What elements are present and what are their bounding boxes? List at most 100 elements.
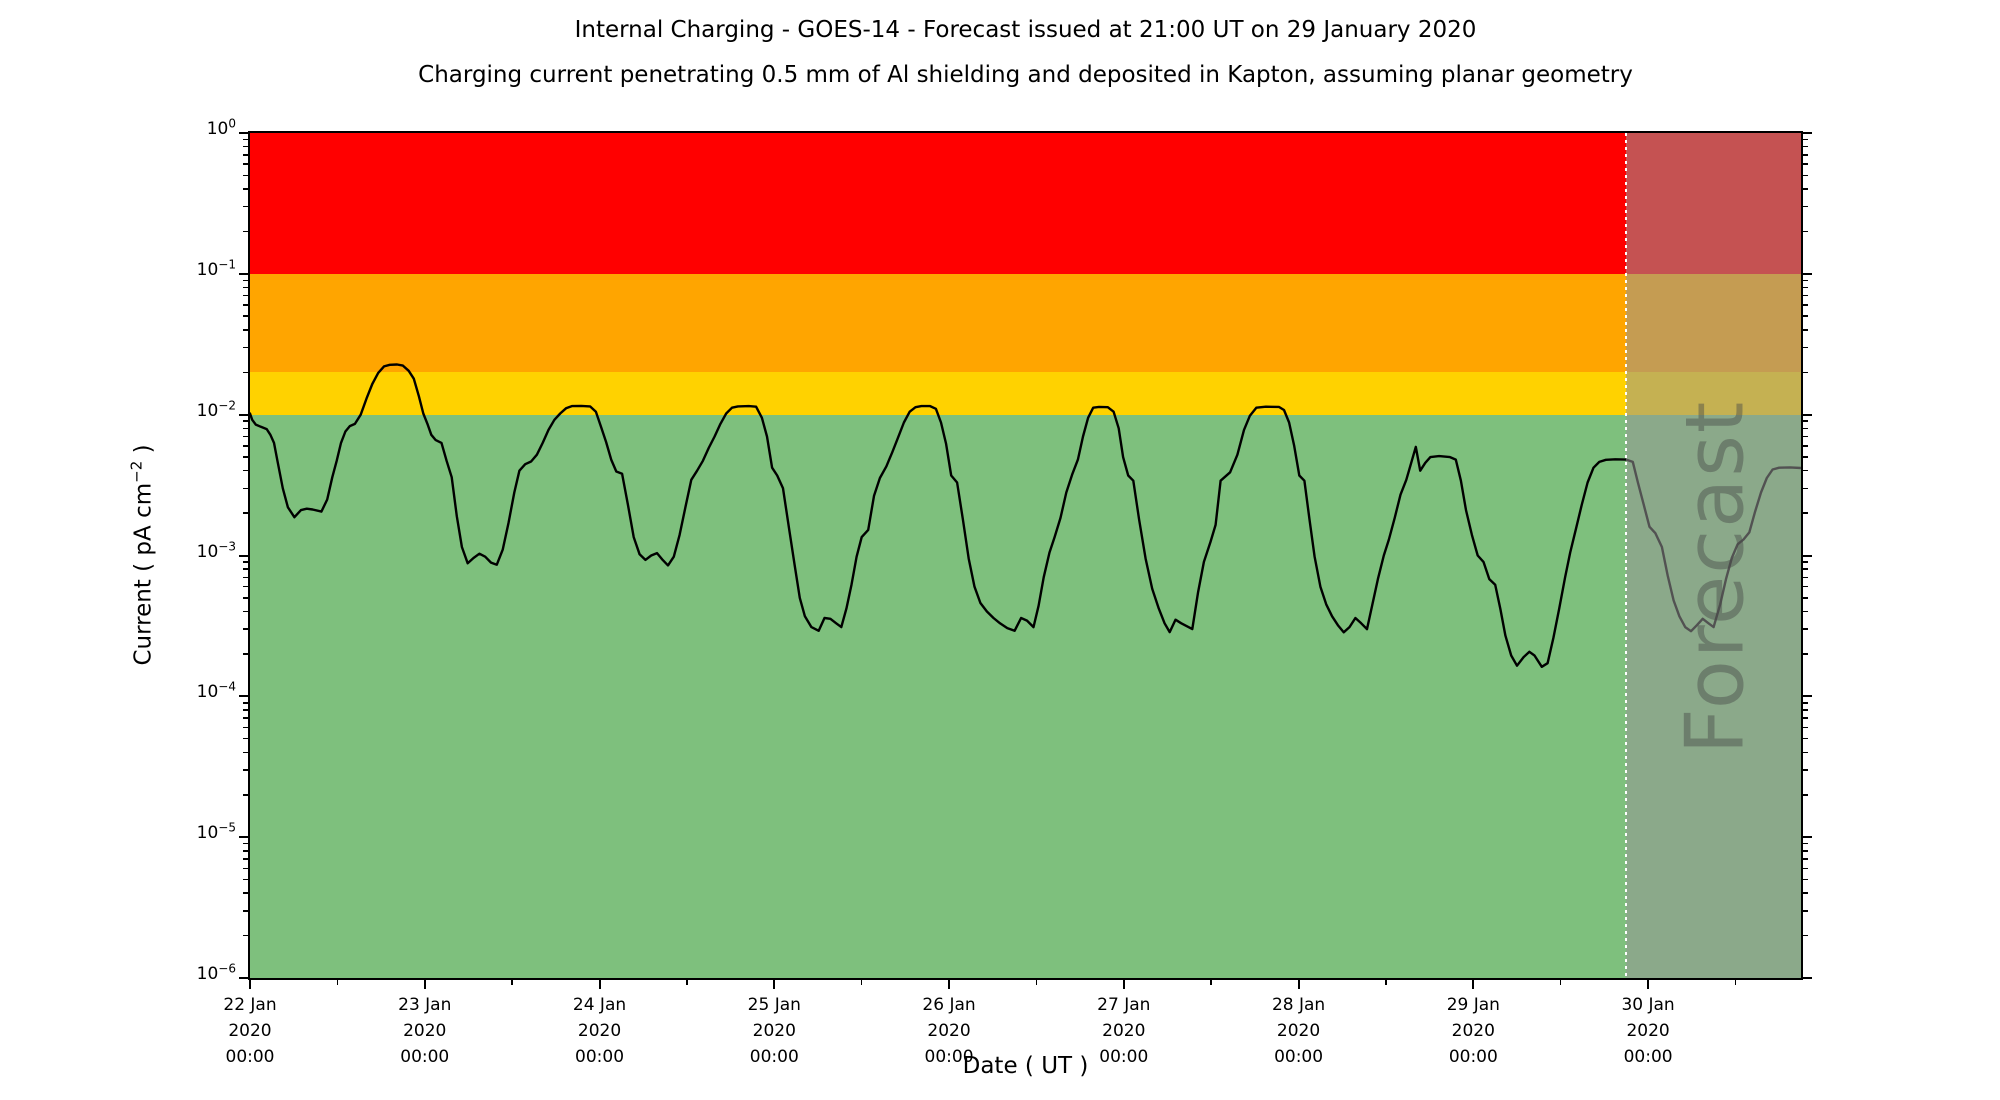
y-minor-tick <box>243 279 248 282</box>
y-minor-tick <box>1803 585 1808 588</box>
x-tick-label: 25 Jan 2020 00:00 <box>747 995 801 1067</box>
y-minor-tick <box>1803 286 1808 289</box>
y-major-tick <box>1803 977 1812 979</box>
y-minor-tick <box>1803 427 1808 430</box>
y-minor-tick <box>243 794 248 796</box>
y-minor-tick <box>243 420 248 422</box>
y-axis-label: Current ( pA cm−2 ) <box>127 444 157 666</box>
x-major-tick <box>1472 980 1475 989</box>
y-minor-tick <box>243 850 248 852</box>
y-minor-tick <box>243 910 248 912</box>
y-minor-tick <box>243 427 248 430</box>
x-tick-label: 23 Jan 2020 00:00 <box>398 995 452 1067</box>
y-minor-tick <box>243 576 248 579</box>
y-minor-tick <box>1803 878 1808 881</box>
y-minor-tick <box>243 769 248 771</box>
y-minor-tick <box>243 445 248 447</box>
x-minor-tick <box>1559 980 1562 985</box>
y-minor-tick <box>1803 610 1808 613</box>
y-minor-tick <box>1803 435 1808 438</box>
y-minor-tick <box>243 487 248 490</box>
y-minor-tick <box>243 230 248 233</box>
x-tick-label: 28 Jan 2020 00:00 <box>1271 995 1326 1067</box>
y-major-tick <box>239 695 248 698</box>
y-tick-label: 10−4 <box>196 679 236 703</box>
y-minor-tick <box>1803 910 1808 912</box>
y-minor-tick <box>1803 628 1808 630</box>
y-minor-tick <box>1803 174 1808 177</box>
y-minor-tick <box>1803 304 1808 306</box>
y-tick-label: 10−3 <box>196 538 236 562</box>
x-major-tick <box>249 980 251 989</box>
y-minor-tick <box>1803 420 1808 422</box>
y-minor-tick <box>1803 867 1808 870</box>
y-minor-tick <box>1803 892 1808 894</box>
x-tick-label: 30 Jan 2020 00:00 <box>1621 995 1675 1067</box>
x-tick-label: 22 Jan 2020 00:00 <box>223 995 277 1067</box>
y-major-tick <box>239 272 248 275</box>
x-minor-tick <box>336 980 339 985</box>
y-minor-tick <box>243 205 248 208</box>
chart-subtitle: Charging current penetrating 0.5 mm of A… <box>418 62 1633 88</box>
y-minor-tick <box>1803 188 1808 190</box>
y-major-tick <box>1803 132 1812 134</box>
x-major-tick <box>1647 980 1650 989</box>
y-minor-tick <box>243 294 248 297</box>
y-minor-tick <box>1803 717 1808 719</box>
y-major-tick <box>1803 554 1812 557</box>
y-minor-tick <box>1803 653 1808 655</box>
y-tick-label: 100 <box>206 116 236 139</box>
y-minor-tick <box>1803 138 1808 141</box>
y-minor-tick <box>1803 163 1808 165</box>
y-minor-tick <box>243 371 248 374</box>
y-major-tick <box>1803 695 1812 698</box>
x-minor-tick <box>1035 980 1038 985</box>
y-minor-tick <box>243 867 248 870</box>
y-minor-tick <box>1803 702 1808 704</box>
y-minor-tick <box>1803 858 1808 860</box>
x-major-tick <box>1122 980 1125 989</box>
y-minor-tick <box>1803 737 1808 740</box>
x-minor-tick <box>1210 980 1212 985</box>
y-minor-tick <box>1803 726 1808 729</box>
y-minor-tick <box>243 842 248 845</box>
y-major-tick <box>239 836 248 839</box>
risk-band-orange <box>250 273 1801 373</box>
y-minor-tick <box>1803 597 1808 599</box>
y-major-tick <box>239 977 248 979</box>
y-minor-tick <box>243 456 248 458</box>
y-minor-tick <box>243 346 248 349</box>
y-minor-tick <box>1803 371 1808 374</box>
y-minor-tick <box>1803 794 1808 796</box>
y-minor-tick <box>1803 487 1808 490</box>
y-minor-tick <box>1803 751 1808 754</box>
risk-band-gold <box>250 372 1801 415</box>
x-major-tick <box>773 980 776 989</box>
y-minor-tick <box>243 154 248 156</box>
y-minor-tick <box>243 286 248 289</box>
x-major-tick <box>1297 980 1300 989</box>
x-axis-label: Date ( UT ) <box>962 1053 1089 1079</box>
y-minor-tick <box>243 858 248 860</box>
y-tick-label: 10−5 <box>196 820 236 844</box>
x-tick-label: 24 Jan 2020 00:00 <box>572 995 627 1067</box>
y-minor-tick <box>243 610 248 613</box>
y-tick-label: 10−1 <box>196 257 236 280</box>
y-major-tick <box>239 413 248 416</box>
y-major-tick <box>1803 836 1812 839</box>
y-minor-tick <box>1803 279 1808 282</box>
y-minor-tick <box>1803 145 1808 148</box>
y-major-tick <box>1803 413 1812 416</box>
y-minor-tick <box>243 653 248 655</box>
y-minor-tick <box>1803 456 1808 458</box>
y-minor-tick <box>243 315 248 317</box>
y-minor-tick <box>243 737 248 740</box>
y-minor-tick <box>1803 315 1808 317</box>
y-minor-tick <box>243 561 248 563</box>
y-major-tick <box>239 554 248 557</box>
y-minor-tick <box>243 709 248 711</box>
y-minor-tick <box>1803 205 1808 208</box>
y-minor-tick <box>243 597 248 599</box>
x-major-tick <box>598 980 601 989</box>
